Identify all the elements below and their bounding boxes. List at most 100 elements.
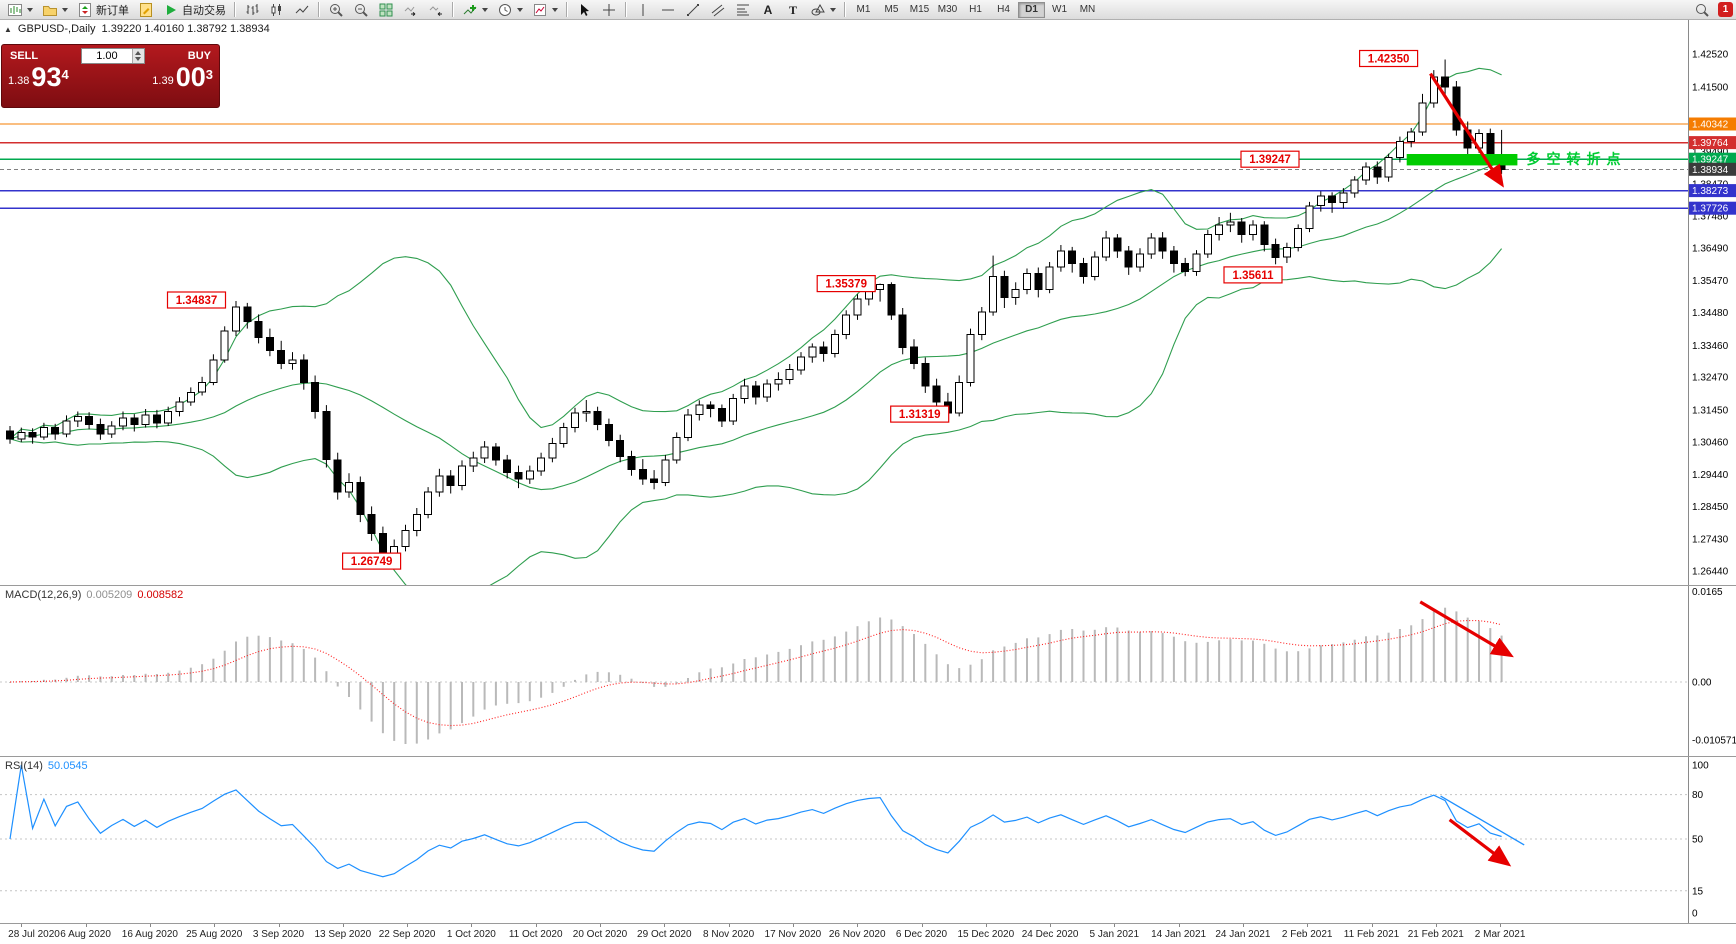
autotrading-button[interactable]: 自动交易	[159, 1, 230, 19]
candle-body	[141, 414, 150, 425]
profiles-button[interactable]	[38, 1, 72, 19]
draw-shapes-button[interactable]	[806, 1, 840, 19]
search-button[interactable]	[1690, 1, 1714, 19]
candle-body	[1384, 157, 1393, 178]
date-tick	[857, 924, 859, 927]
tf-m1-button[interactable]: M1	[850, 2, 877, 18]
macd-histogram-bar	[924, 643, 927, 682]
macd-histogram-bar	[122, 675, 124, 682]
draw-trendline-button[interactable]	[681, 1, 705, 19]
buy-button[interactable]: 1.39 00 3	[152, 64, 213, 91]
chart-shift-button[interactable]	[424, 1, 448, 19]
zoom-out-button[interactable]	[349, 1, 373, 19]
draw-fibonacci-button[interactable]	[731, 1, 755, 19]
one-click-trading-panel: SELL 1.00 BUY 1.38 93 4 1.39 00 3	[1, 44, 220, 108]
volume-stepper[interactable]	[131, 49, 144, 63]
candle-body	[322, 411, 331, 461]
time-scale[interactable]: 28 Jul 2020 6 Aug 2020 16 Aug 2020 25 Aug 2…	[0, 923, 1736, 944]
tf-d1-button[interactable]: D1	[1018, 1, 1045, 18]
macd-histogram-bar	[890, 619, 893, 682]
draw-label-button[interactable]: T	[781, 1, 805, 19]
macd-histogram-bar	[506, 682, 509, 704]
trendline-icon	[687, 3, 699, 16]
auto-scroll-icon	[404, 6, 416, 16]
periods-button[interactable]	[493, 1, 527, 19]
macd-histogram-bar	[596, 671, 599, 682]
tf-mn-button[interactable]: MN	[1074, 2, 1101, 18]
trade-panel-toggle[interactable]: ▲	[4, 24, 12, 34]
date-tick	[1435, 924, 1437, 927]
macd-histogram-bar	[370, 682, 373, 722]
tf-m30-button[interactable]: M30	[934, 2, 961, 18]
macd-histogram-bar	[811, 641, 814, 682]
macd-chart-canvas[interactable]: 0.0165 0.00 -0.010571	[0, 586, 1736, 756]
macd-histogram-bar	[1229, 639, 1232, 682]
macd-histogram-bar	[1319, 645, 1322, 682]
new-order-icon	[79, 2, 91, 17]
price-badge-label: 1.40342	[1692, 120, 1729, 131]
candle-body	[1271, 243, 1280, 258]
candle-body	[164, 411, 173, 424]
tf-h1-button[interactable]: H1	[962, 2, 989, 18]
draw-text-button[interactable]: A	[756, 1, 780, 19]
templates-button[interactable]	[528, 1, 562, 19]
auto-scroll-button[interactable]	[399, 1, 423, 19]
candle-body	[1079, 263, 1088, 278]
draw-channel-button[interactable]	[706, 1, 730, 19]
cursor-button[interactable]	[572, 1, 596, 19]
draw-hline-button[interactable]	[656, 1, 680, 19]
main-chart-canvas[interactable]: 1.42350 1.39247 1.35611 1.35379 1.31319 1.348…	[0, 20, 1736, 585]
candle-body	[706, 404, 715, 409]
candle-body	[1011, 288, 1020, 298]
macd-scale-label: -0.010571	[1692, 735, 1736, 746]
macd-histogram-bar	[76, 675, 79, 682]
macd-histogram-bar	[246, 636, 249, 682]
candle-body	[853, 298, 862, 316]
price-tick-label: 1.37480	[1692, 212, 1729, 223]
bar-chart-mode-button[interactable]	[240, 1, 264, 19]
panel-separator[interactable]	[0, 756, 1736, 757]
tf-h4-button[interactable]: H4	[990, 2, 1017, 18]
volume-field[interactable]: 1.00	[80, 48, 145, 64]
metaeditor-button[interactable]	[134, 1, 158, 19]
rsi-chart-canvas[interactable]: 100 80 50 15 0	[0, 757, 1736, 923]
indicators-button[interactable]	[458, 1, 492, 19]
macd-histogram-bar	[99, 676, 102, 682]
tf-m15-button[interactable]: M15	[906, 2, 933, 18]
volume-value[interactable]: 1.00	[96, 50, 118, 62]
macd-histogram-bar	[935, 654, 938, 682]
price-scale[interactable]	[1689, 20, 1736, 585]
sell-button[interactable]: 1.38 93 4	[8, 64, 69, 91]
rsi-scale-label: 0	[1692, 909, 1698, 920]
date-label: 16 Aug 2020	[121, 929, 178, 940]
line-chart-mode-button[interactable]	[290, 1, 314, 19]
macd-histogram-bar	[1455, 611, 1458, 682]
candle-body	[582, 411, 591, 414]
notifications-badge[interactable]: 1	[1718, 2, 1733, 17]
macd-histogram-bar	[1172, 636, 1175, 682]
panel-separator[interactable]	[0, 585, 1736, 586]
tile-windows-button[interactable]	[374, 1, 398, 19]
tf-m5-button[interactable]: M5	[878, 2, 905, 18]
crosshair-button[interactable]	[597, 1, 621, 19]
macd-histogram-bar	[494, 682, 497, 706]
volume-down-icon[interactable]	[135, 57, 142, 61]
macd-histogram-bar	[257, 635, 260, 682]
draw-vline-button[interactable]	[631, 1, 655, 19]
tf-w1-button[interactable]: W1	[1046, 2, 1073, 18]
macd-histogram-bar	[958, 668, 961, 682]
volume-up-icon[interactable]	[135, 51, 142, 55]
clock-icon	[499, 3, 511, 16]
candle-body	[1045, 266, 1054, 290]
new-chart-button[interactable]	[3, 1, 37, 19]
toolbar-separator	[844, 2, 846, 17]
new-order-button[interactable]: 新订单	[73, 1, 133, 19]
sell-label: SELL	[10, 50, 39, 62]
price-tick-label: 1.29440	[1692, 470, 1729, 481]
macd-histogram-bar	[381, 682, 384, 734]
macd-histogram-bar	[133, 675, 136, 682]
macd-histogram-bar	[438, 682, 441, 734]
candlestick-mode-button[interactable]	[265, 1, 289, 19]
zoom-in-button[interactable]	[324, 1, 348, 19]
autotrading-label: 自动交易	[182, 4, 226, 17]
